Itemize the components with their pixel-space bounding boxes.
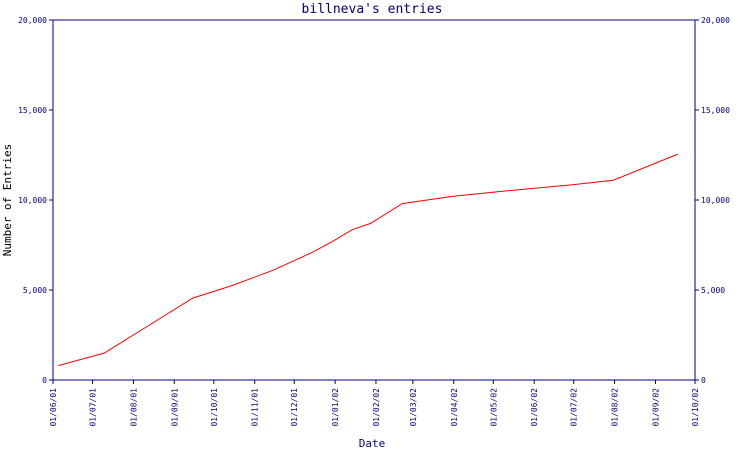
x-axis-label: Date bbox=[359, 437, 386, 450]
x-tick-label: 01/09/02 bbox=[651, 388, 660, 427]
plot-frame bbox=[52, 19, 696, 381]
x-tick-label: 01/08/02 bbox=[611, 388, 620, 427]
x-tick-label: 01/09/01 bbox=[170, 388, 179, 427]
x-tick-label: 01/07/02 bbox=[570, 388, 579, 427]
x-tick-label: 01/08/01 bbox=[129, 388, 138, 427]
x-tick-label: 01/07/01 bbox=[89, 388, 98, 427]
y-tick-label-right: 20,000 bbox=[701, 16, 730, 25]
x-tick-label: 01/02/02 bbox=[372, 388, 381, 427]
y-tick-label-right: 5,000 bbox=[701, 286, 725, 295]
y-tick-label-left: 15,000 bbox=[18, 106, 47, 115]
series-line bbox=[58, 153, 679, 367]
x-tick-label: 01/04/02 bbox=[450, 388, 459, 427]
x-tick-label: 01/03/02 bbox=[409, 388, 418, 427]
x-tick-label: 01/12/01 bbox=[290, 388, 299, 427]
x-tick-label: 01/01/02 bbox=[331, 388, 340, 427]
y-tick-label-left: 5,000 bbox=[23, 286, 47, 295]
chart-title: billneva's entries bbox=[302, 2, 443, 17]
y-tick-label-right: 0 bbox=[701, 376, 706, 385]
x-tick-label: 01/10/01 bbox=[210, 388, 219, 427]
x-tick-label: 01/10/02 bbox=[691, 388, 700, 427]
y-axis-ticks: 0 0 5,000 5,000 10,000 10,000 15,000 15,000 20,0… bbox=[18, 16, 730, 385]
x-tick-label: 01/06/01 bbox=[49, 388, 58, 427]
y-axis-label: Number of Entries bbox=[1, 144, 14, 257]
x-tick-label: 01/06/02 bbox=[530, 388, 539, 427]
y-tick-label-left: 20,000 bbox=[18, 16, 47, 25]
y-tick-label-right: 15,000 bbox=[701, 106, 730, 115]
x-tick-label: 01/05/02 bbox=[489, 388, 498, 427]
x-tick-label: 01/11/01 bbox=[251, 388, 260, 427]
y-tick-label-left: 10,000 bbox=[18, 196, 47, 205]
series-layer bbox=[58, 153, 679, 367]
y-tick-label-right: 10,000 bbox=[701, 196, 730, 205]
x-axis-ticks: 01/06/01 01/07/01 01/08/01 01/09/01 01/10/01… bbox=[49, 380, 700, 427]
y-tick-label-left: 0 bbox=[42, 376, 47, 385]
